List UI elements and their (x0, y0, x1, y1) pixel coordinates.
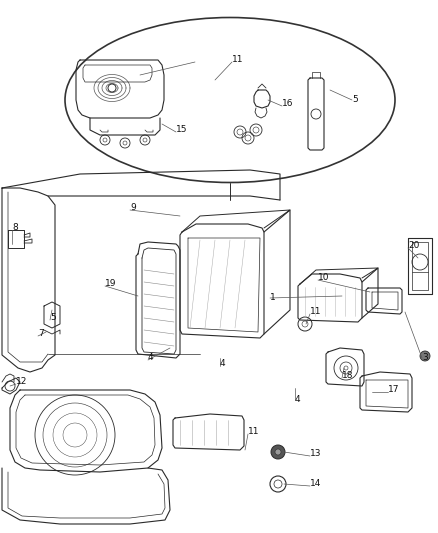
Text: 8: 8 (12, 223, 18, 232)
Text: 19: 19 (105, 279, 117, 288)
Text: 1: 1 (270, 294, 276, 303)
Circle shape (271, 445, 285, 459)
Text: 15: 15 (176, 125, 187, 134)
Circle shape (420, 351, 430, 361)
Text: 13: 13 (310, 449, 321, 458)
Text: 14: 14 (310, 480, 321, 489)
Text: 5: 5 (50, 313, 56, 322)
Text: 11: 11 (248, 427, 259, 437)
Text: 4: 4 (220, 359, 226, 368)
Text: 11: 11 (310, 308, 321, 317)
Text: 4: 4 (148, 353, 154, 362)
Text: 16: 16 (282, 100, 293, 109)
Text: 7: 7 (38, 329, 44, 338)
Text: 5: 5 (352, 95, 358, 104)
Text: 10: 10 (318, 273, 329, 282)
Text: 18: 18 (342, 372, 353, 381)
Text: 11: 11 (232, 55, 244, 64)
Text: 12: 12 (16, 377, 27, 386)
Text: 4: 4 (295, 395, 300, 405)
Text: 3: 3 (422, 353, 428, 362)
Text: 20: 20 (408, 241, 419, 251)
Text: 9: 9 (130, 204, 136, 213)
Text: 17: 17 (388, 385, 399, 394)
Circle shape (275, 449, 281, 455)
